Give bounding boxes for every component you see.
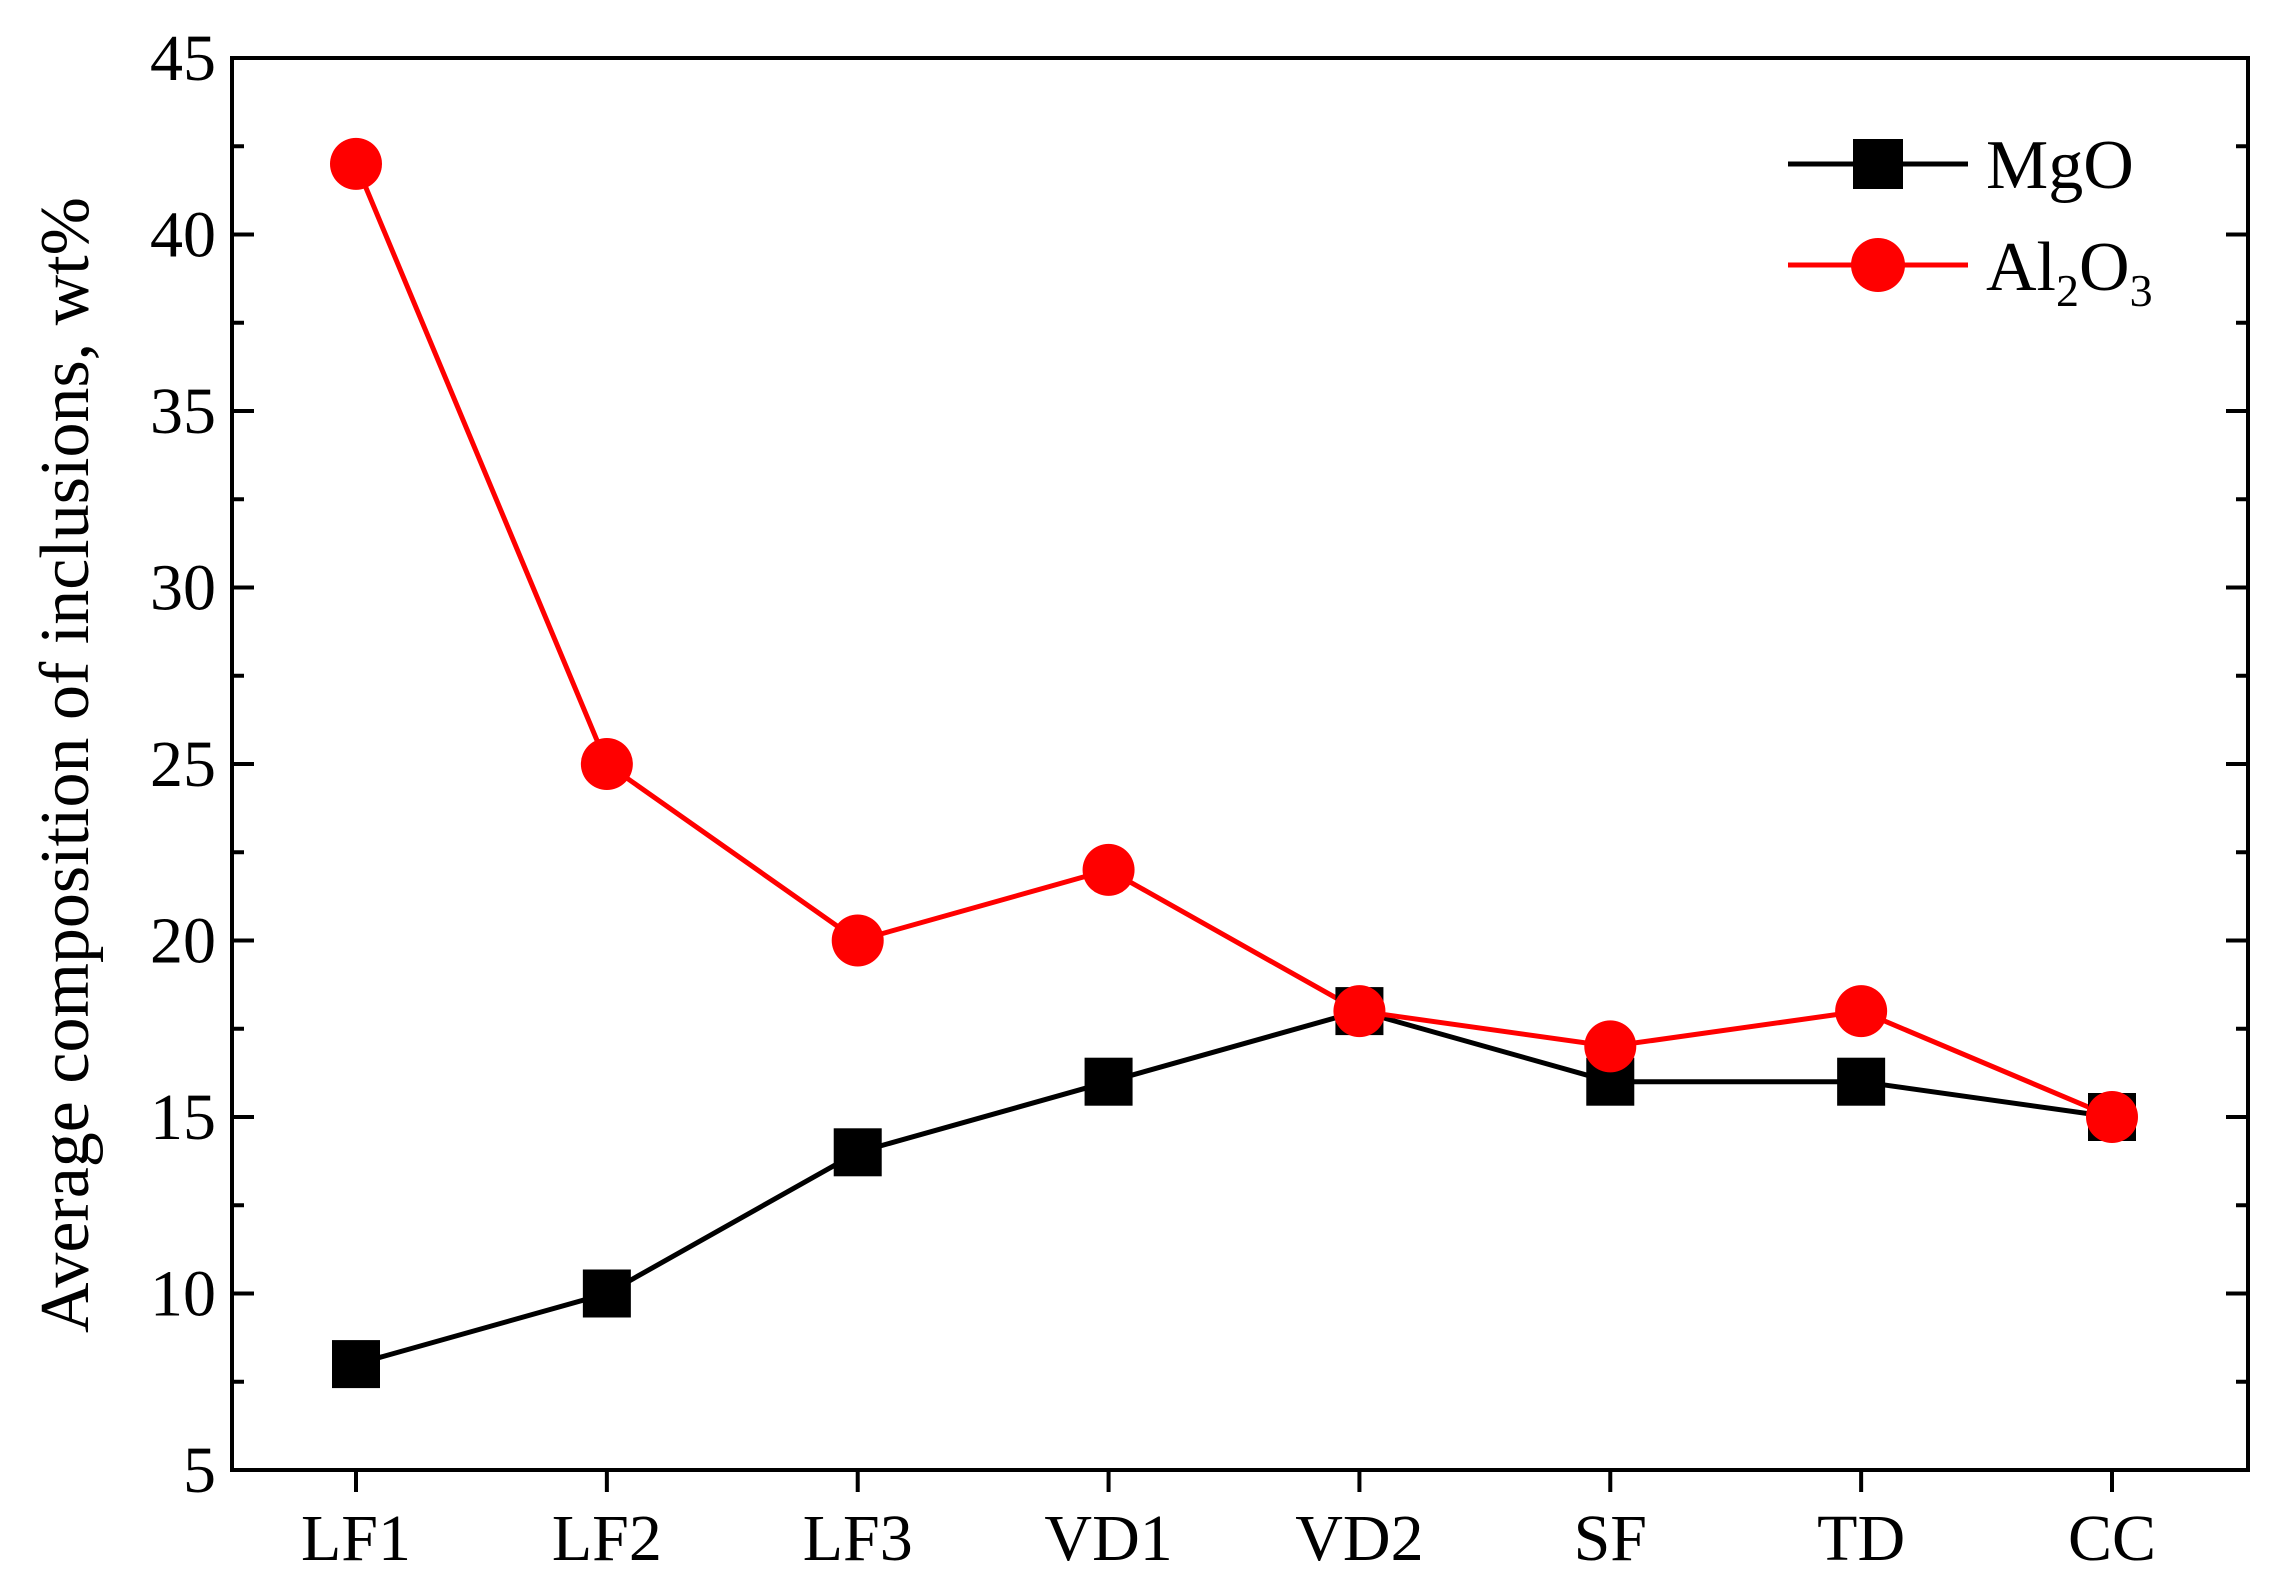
series-line-mgo [355,1008,2113,1367]
y-tick-label: 10 [150,1258,216,1331]
y-axis-ticks: 5 10 15 20 25 30 35 40 45 [150,22,2248,1507]
legend-label-al2o3: Al2O3 [1986,229,2153,316]
point-al2o3-sf [1584,1020,1637,1073]
point-al2o3-cc [2086,1091,2138,1143]
point-al2o3-lf2 [580,738,633,790]
point-mgo-lf1 [332,1340,380,1389]
y-tick-label: 30 [150,552,216,625]
x-axis-ticks: LF1 LF2 LF3 VD1 VD2 SF TD CC [301,1470,2156,1575]
point-al2o3-vd2 [1333,985,1386,1038]
series-line-al2o3 [353,162,2113,1120]
x-tick-label: SF [1574,1502,1647,1575]
legend-al2o3-mid: O [2079,229,2130,306]
x-tick-label: CC [2068,1502,2156,1575]
y-tick-label: 35 [150,375,216,448]
legend-marker-mgo [1853,139,1903,189]
plot-frame [230,56,2250,1472]
point-al2o3-lf3 [831,914,884,967]
x-tick-label: LF3 [803,1502,913,1575]
x-tick-label: TD [1817,1502,1905,1575]
x-tick-label: VD2 [1295,1502,1423,1575]
y-tick-label: 40 [150,199,216,272]
x-tick-label: LF1 [301,1502,411,1575]
legend-al2o3-sub1: 2 [2056,265,2079,316]
y-tick-label: 5 [183,1434,216,1507]
point-al2o3-td [1835,985,1888,1038]
legend-label-mgo: MgO [1986,127,2134,204]
point-mgo-lf2 [582,1269,631,1318]
legend: MgO Al2O3 [1788,127,2153,316]
point-al2o3-vd1 [1082,843,1135,896]
y-tick-label: 45 [150,22,216,95]
x-tick-label: LF2 [552,1502,662,1575]
series-layer [330,137,2138,1389]
y-tick-label: 25 [150,728,216,801]
x-tick-label: VD1 [1044,1502,1172,1575]
legend-al2o3-base: Al [1986,229,2056,306]
point-mgo-lf3 [833,1128,882,1177]
legend-al2o3-sub2: 3 [2130,265,2153,316]
point-mgo-td [1837,1057,1886,1106]
point-al2o3-lf1 [330,137,382,190]
point-mgo-vd1 [1084,1057,1133,1106]
legend-marker-al2o3 [1851,238,1905,292]
y-tick-label: 20 [150,905,216,978]
y-axis-title: Average composition of inclusions, wt% [27,197,104,1333]
y-tick-label: 15 [150,1081,216,1154]
